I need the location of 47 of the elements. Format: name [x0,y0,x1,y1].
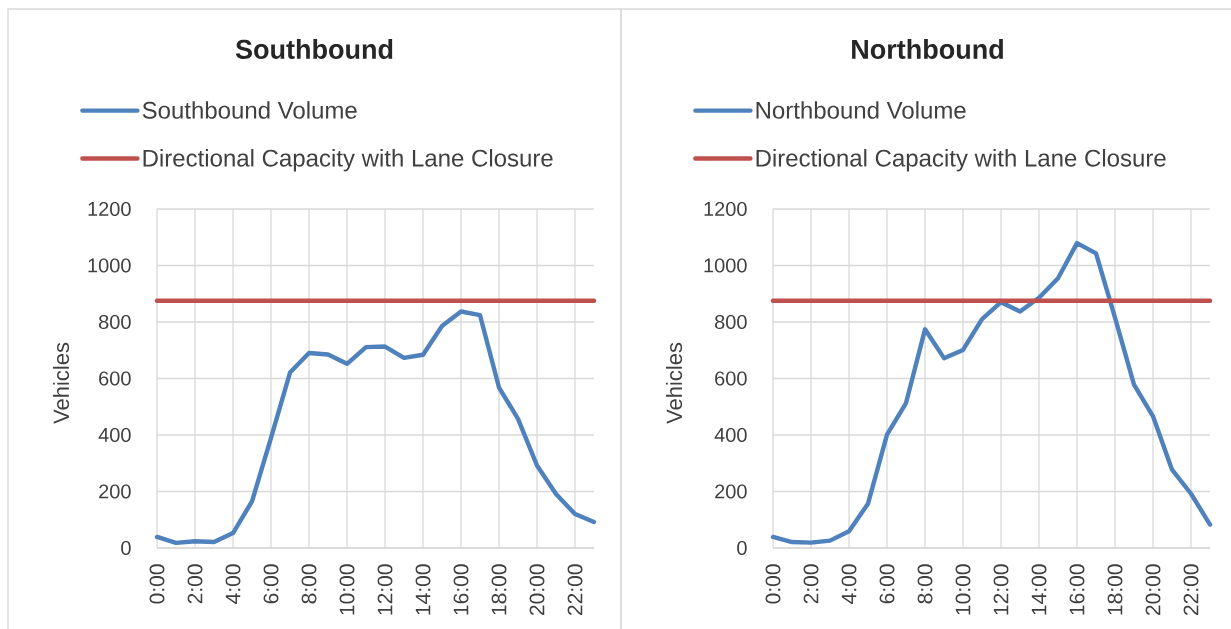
x-tick-label: 22:00 [1183,564,1199,615]
y-tick-label: 800 [99,314,131,330]
x-tick-label: 4:00 [841,564,857,604]
x-tick-label: 12:00 [377,564,393,615]
x-tick-label: 10:00 [339,564,355,615]
x-tick-label: 16:00 [453,564,469,615]
legend-label: Northbound Volume [756,101,966,119]
y-tick-label: 600 [715,371,747,386]
x-tick-label: 2:00 [803,564,819,604]
x-tick-label: 2:00 [187,564,203,604]
y-tick-label: 1200 [88,201,131,217]
y-tick-label: 1000 [704,258,747,273]
x-tick-label: 8:00 [917,564,933,604]
y-axis-title: Vehicles [52,342,70,424]
x-tick-label: 10:00 [955,564,971,615]
x-tick-label: 6:00 [263,564,279,604]
x-tick-label: 4:00 [225,564,241,604]
y-tick-label: 200 [99,484,131,499]
y-tick-label: 400 [98,427,131,443]
chart-title: Northbound [852,39,1003,59]
y-tick-label: 1000 [88,258,131,273]
x-tick-label: 18:00 [491,564,507,615]
x-tick-label: 8:00 [301,564,317,604]
x-tick-label: 14:00 [415,564,431,615]
y-tick-label: 0 [121,540,131,556]
y-tick-label: 800 [715,314,747,330]
y-axis-title: Vehicles [665,342,683,424]
y-tick-label: 1200 [704,201,747,217]
x-tick-label: 20:00 [1145,564,1161,615]
chart-title: Southbound [235,39,393,59]
line-series [770,240,1213,545]
x-tick-label: 0:00 [149,564,165,604]
y-tick-label: 200 [715,484,747,499]
legend-label: Southbound Volume [142,101,357,119]
x-tick-label: 6:00 [879,564,895,604]
x-tick-label: 20:00 [529,564,545,615]
y-tick-label: 400 [714,427,747,443]
x-tick-label: 22:00 [567,564,583,615]
x-tick-label: 14:00 [1031,564,1047,615]
x-tick-label: 12:00 [993,564,1009,615]
x-tick-label: 18:00 [1107,564,1123,615]
x-tick-label: 16:00 [1069,564,1085,615]
x-tick-label: 0:00 [765,564,781,604]
y-tick-label: 600 [99,371,131,386]
legend-label: Directional Capacity with Lane Closure [143,149,553,172]
y-tick-label: 0 [737,540,747,556]
legend-label: Directional Capacity with Lane Closure [756,149,1166,172]
